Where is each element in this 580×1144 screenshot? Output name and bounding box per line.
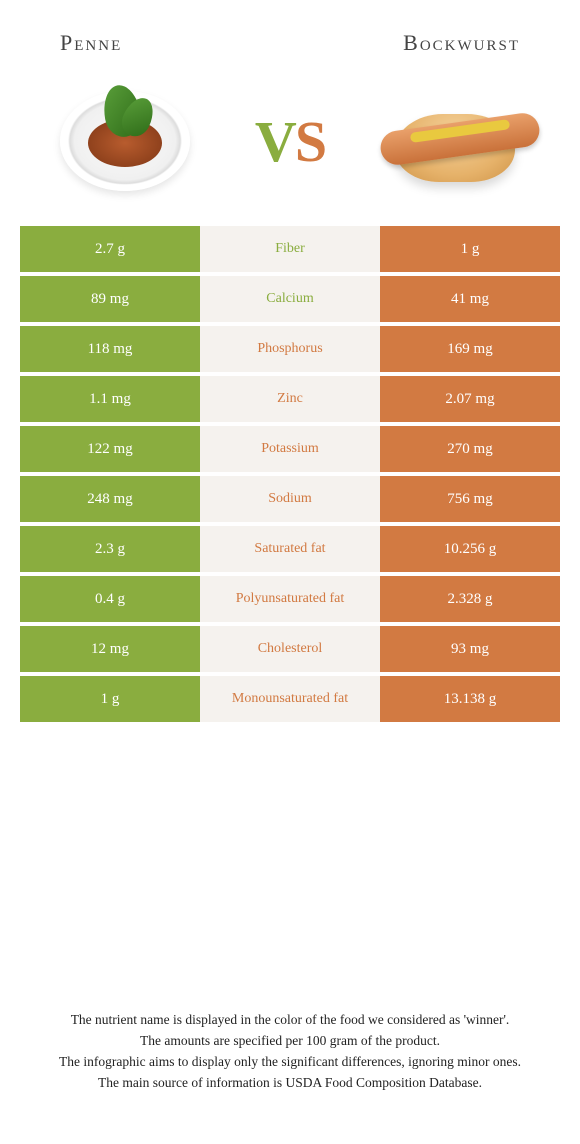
left-value-cell: 1.1 mg [20,376,200,422]
right-value-cell: 2.07 mg [380,376,560,422]
header: Penne Bockwurst [0,0,580,66]
right-value-cell: 2.328 g [380,576,560,622]
nutrient-row: 1 gMonounsaturated fat13.138 g [20,676,560,722]
nutrient-row: 122 mgPotassium270 mg [20,426,560,472]
left-value-cell: 12 mg [20,626,200,672]
right-value-cell: 10.256 g [380,526,560,572]
right-value-cell: 756 mg [380,476,560,522]
vs-letter-v: V [255,109,295,174]
nutrient-name-cell: Calcium [200,276,380,322]
left-value-cell: 122 mg [20,426,200,472]
footer-line: The main source of information is USDA F… [40,1073,540,1094]
footer-line: The amounts are specified per 100 gram o… [40,1031,540,1052]
footer-line: The nutrient name is displayed in the co… [40,1010,540,1031]
left-value-cell: 1 g [20,676,200,722]
nutrient-name-cell: Polyunsaturated fat [200,576,380,622]
left-value-cell: 118 mg [20,326,200,372]
nutrient-row: 12 mgCholesterol93 mg [20,626,560,672]
nutrient-row: 2.7 gFiber1 g [20,226,560,272]
nutrient-name-cell: Sodium [200,476,380,522]
nutrient-row: 0.4 gPolyunsaturated fat2.328 g [20,576,560,622]
nutrient-row: 2.3 gSaturated fat10.256 g [20,526,560,572]
nutrient-name-cell: Zinc [200,376,380,422]
right-value-cell: 1 g [380,226,560,272]
left-food-image [50,86,200,196]
nutrient-name-cell: Fiber [200,226,380,272]
left-value-cell: 248 mg [20,476,200,522]
left-value-cell: 2.3 g [20,526,200,572]
nutrient-name-cell: Cholesterol [200,626,380,672]
right-food-image [380,86,530,196]
nutrient-name-cell: Phosphorus [200,326,380,372]
footer-line: The infographic aims to display only the… [40,1052,540,1073]
right-value-cell: 41 mg [380,276,560,322]
right-value-cell: 169 mg [380,326,560,372]
versus-row: VS [0,66,580,226]
nutrient-row: 248 mgSodium756 mg [20,476,560,522]
vs-letter-s: S [295,109,325,174]
vs-label: VS [255,108,325,175]
right-value-cell: 93 mg [380,626,560,672]
right-value-cell: 13.138 g [380,676,560,722]
nutrient-name-cell: Monounsaturated fat [200,676,380,722]
left-value-cell: 89 mg [20,276,200,322]
nutrient-name-cell: Saturated fat [200,526,380,572]
right-value-cell: 270 mg [380,426,560,472]
nutrient-table: 2.7 gFiber1 g89 mgCalcium41 mg118 mgPhos… [20,226,560,722]
nutrient-name-cell: Potassium [200,426,380,472]
footer-notes: The nutrient name is displayed in the co… [0,1010,580,1094]
left-food-title: Penne [60,30,122,56]
left-value-cell: 2.7 g [20,226,200,272]
left-value-cell: 0.4 g [20,576,200,622]
nutrient-row: 1.1 mgZinc2.07 mg [20,376,560,422]
right-food-title: Bockwurst [403,30,520,56]
nutrient-row: 89 mgCalcium41 mg [20,276,560,322]
nutrient-row: 118 mgPhosphorus169 mg [20,326,560,372]
